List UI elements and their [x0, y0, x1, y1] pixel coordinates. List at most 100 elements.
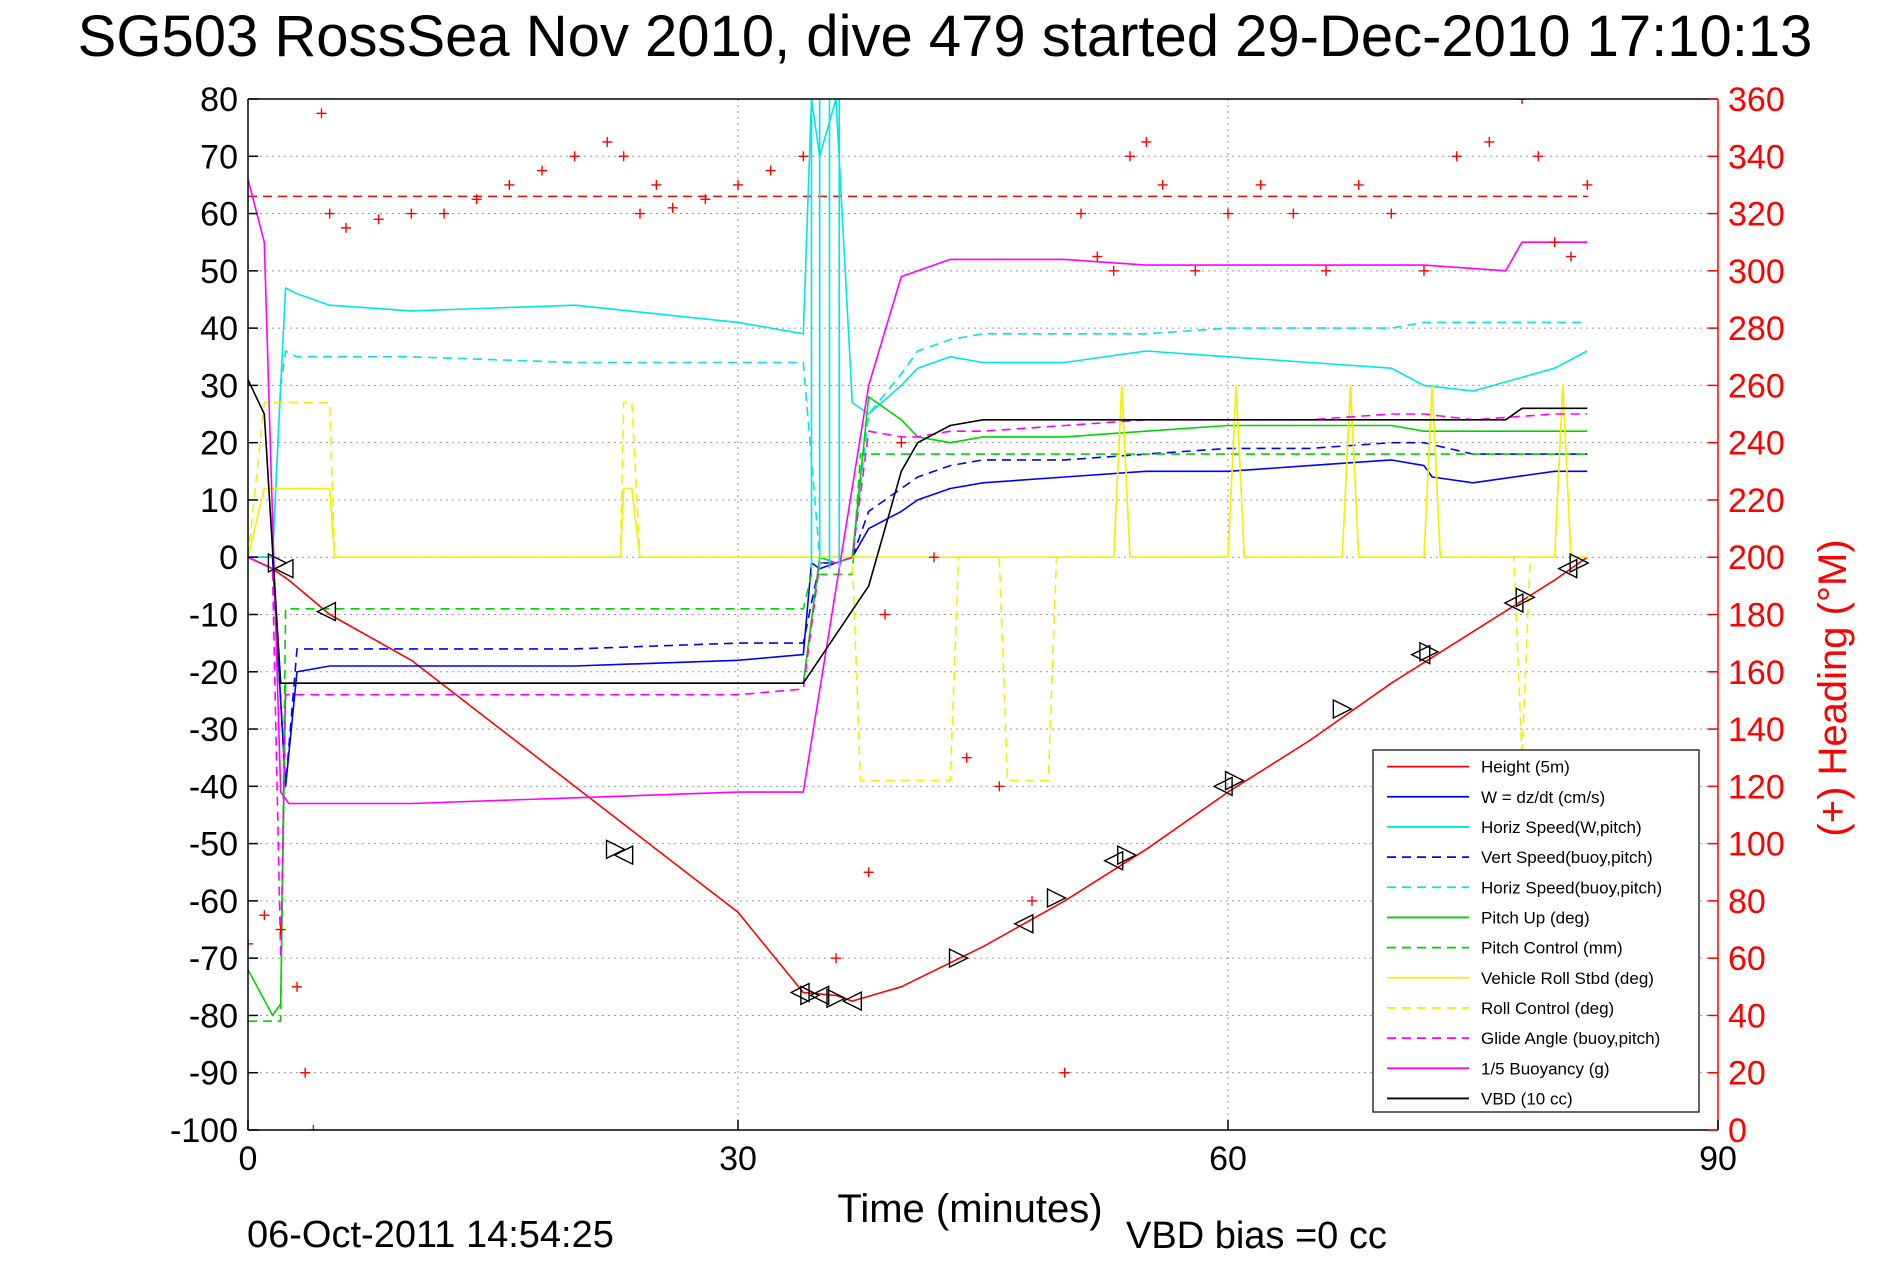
right-tick-label: 60	[1728, 940, 1766, 978]
axes: 0 30 60 9080706050403020100-10-20-30-40-50-…	[170, 81, 1785, 1178]
legend-entry: Horiz Speed(buoy,pitch)	[1481, 878, 1662, 897]
depth-marker	[948, 948, 970, 969]
heading-point	[316, 108, 327, 119]
heading-point	[1190, 265, 1201, 276]
y-tick-label: 10	[200, 482, 238, 520]
heading-point	[602, 136, 613, 147]
heading-point	[880, 609, 890, 620]
legend-entry: 1/5 Buoyancy (g)	[1481, 1059, 1610, 1078]
heading-point	[439, 208, 449, 219]
heading-point	[1157, 179, 1168, 190]
heading-point	[373, 214, 384, 225]
heading-point	[1419, 265, 1429, 276]
series-line	[248, 178, 1588, 805]
heading-point	[1549, 237, 1560, 248]
heading-point	[1566, 251, 1576, 262]
legend-entry: Height (5m)	[1481, 758, 1570, 777]
heading-point	[831, 953, 841, 964]
depth-marker	[800, 985, 821, 1006]
heading-point	[1059, 1067, 1070, 1078]
series-line	[248, 379, 1588, 685]
x-tick-label: 30	[719, 1140, 757, 1178]
legend-entry: Pitch Up (deg)	[1481, 908, 1590, 927]
y-tick-label: -90	[189, 1055, 238, 1093]
heading-point	[1125, 151, 1135, 162]
y-tick-label: 20	[200, 425, 238, 463]
heading-point	[471, 194, 482, 205]
y-tick-label: 60	[200, 196, 238, 234]
heading-point	[248, 938, 253, 949]
heading-point	[700, 194, 711, 205]
heading-point	[1484, 136, 1495, 147]
heading-point	[406, 208, 417, 219]
depth-marker	[1515, 587, 1536, 608]
right-tick-label: 240	[1728, 425, 1785, 463]
series-line	[248, 459, 1588, 788]
series-line	[248, 441, 1588, 788]
heading-point	[275, 924, 286, 935]
depth-marker	[841, 990, 863, 1012]
series-line	[248, 384, 1588, 559]
chart-title: SG503 RossSea Nov 2010, dive 479 started…	[78, 4, 1813, 69]
depth-marker	[1332, 698, 1353, 720]
heading-point	[504, 179, 515, 190]
depth-marker	[826, 988, 847, 1009]
right-tick-label: 40	[1728, 997, 1766, 1035]
heading-point	[1353, 179, 1364, 190]
depth-marker	[1212, 776, 1233, 797]
right-tick-label: 200	[1728, 539, 1785, 577]
y-tick-label: 70	[200, 138, 238, 176]
right-tick-label: 120	[1728, 768, 1785, 806]
heading-point	[1386, 208, 1397, 219]
right-tick-label: 80	[1728, 883, 1766, 921]
right-tick-label: 340	[1728, 138, 1785, 176]
y-tick-label: -60	[189, 883, 238, 921]
legend-entry: W = dz/dt (cm/s)	[1481, 788, 1605, 807]
depth-marker	[789, 982, 810, 1003]
depth-marker	[1117, 844, 1138, 866]
legend-entry: Glide Angle (buoy,pitch)	[1481, 1029, 1660, 1048]
y-tick-label: 30	[200, 367, 238, 405]
right-tick-label: 0	[1728, 1112, 1747, 1150]
y-tick-label: 40	[200, 310, 238, 348]
heading-point	[569, 151, 580, 162]
heading-point	[863, 867, 874, 878]
right-tick-label: 360	[1728, 81, 1785, 119]
heading-point	[635, 208, 645, 219]
heading-point	[1288, 208, 1299, 219]
footer-vbd-bias: VBD bias =0 cc	[1126, 1215, 1387, 1257]
series-line	[248, 556, 1588, 1002]
series-line	[248, 321, 1588, 559]
heading-point	[1223, 208, 1233, 219]
legend: Height (5m) W = dz/dt (cm/s) Horiz Speed(W…	[1372, 749, 1700, 1113]
heading-point	[929, 552, 939, 563]
heading-point	[896, 437, 907, 448]
heading-point	[308, 1125, 319, 1130]
right-tick-label: 280	[1728, 310, 1785, 348]
y-tick-label: -80	[189, 997, 238, 1035]
right-tick-label: 300	[1728, 253, 1785, 291]
series-line	[248, 384, 1588, 782]
right-tick-label: 100	[1728, 826, 1785, 864]
heading-point	[667, 202, 678, 213]
heading-point	[324, 208, 335, 219]
heading-point	[1451, 151, 1462, 162]
y-tick-label: 80	[200, 81, 238, 119]
depth-marker	[613, 844, 634, 866]
y-tick-label: -70	[189, 940, 238, 978]
heading-point	[1076, 208, 1086, 219]
x-axis-label: Time (minutes)	[837, 1187, 1102, 1231]
heading-point	[961, 752, 972, 763]
series-line	[248, 413, 1588, 960]
legend-entry: Vert Speed(buoy,pitch)	[1481, 848, 1653, 867]
heading-point	[798, 151, 809, 162]
heading-point	[1027, 895, 1037, 906]
y-tick-label: 50	[200, 253, 238, 291]
heading-point	[1255, 179, 1266, 190]
depth-marker	[1410, 644, 1431, 665]
right-axis-label: (+) Heading (°M)	[1811, 539, 1855, 836]
heading-point	[1533, 151, 1544, 162]
heading-point	[1321, 265, 1331, 276]
series-line	[248, 99, 1588, 559]
